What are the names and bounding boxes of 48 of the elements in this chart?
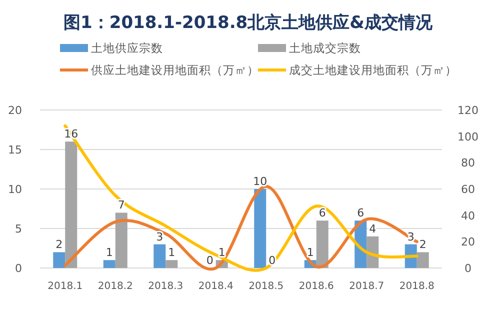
data-label: 6 <box>318 206 326 220</box>
data-label: 2 <box>56 238 63 252</box>
y-tick-label: 15 <box>8 144 22 156</box>
bar <box>316 220 328 268</box>
y-tick-label: 10 <box>8 183 22 196</box>
bar <box>53 252 66 268</box>
bar <box>254 189 266 268</box>
x-tick-label: 2018.4 <box>198 281 234 292</box>
line-series <box>64 184 418 270</box>
chart-title: 图1：2018.1-2018.8北京土地供应&成交情况 <box>64 13 434 33</box>
legend-label: 供应土地建设用地面积（万㎡） <box>91 63 259 77</box>
y2-tick-label: 20 <box>461 236 475 249</box>
data-label: 1 <box>106 246 113 260</box>
bar <box>154 244 166 268</box>
x-tick-label: 2018.6 <box>298 281 334 292</box>
legend-label: 成交土地建设用地面积（万㎡） <box>289 63 457 77</box>
y2-tick-label: 100 <box>458 130 478 144</box>
data-label: 1 <box>168 246 176 260</box>
y2-tick-label: 0 <box>464 262 472 275</box>
x-tick-label: 2018.2 <box>98 281 133 292</box>
y-tick-label: 5 <box>15 222 22 236</box>
data-label: 4 <box>369 222 376 236</box>
y2-tick-label: 80 <box>461 156 475 170</box>
x-tick-label: 2018.3 <box>148 281 184 292</box>
x-tick-label: 2018.7 <box>349 281 384 292</box>
y-tick-label: 20 <box>8 104 22 117</box>
y-tick-label: 0 <box>15 262 22 275</box>
legend-label: 土地成交宗数 <box>289 41 361 55</box>
data-label: 3 <box>156 230 164 244</box>
y2-tick-label: 60 <box>461 183 475 196</box>
data-label: 1 <box>218 246 226 260</box>
bar <box>166 260 178 268</box>
y2-tick-label: 120 <box>458 104 478 117</box>
bar <box>115 212 128 268</box>
bar <box>103 260 116 268</box>
y2-tick-label: 40 <box>461 209 475 222</box>
x-tick-label: 2018.8 <box>399 281 434 292</box>
x-tick-label: 2018.5 <box>248 281 284 292</box>
data-label: 10 <box>253 175 268 188</box>
legend-label: 土地供应宗数 <box>91 41 163 55</box>
bar <box>65 142 78 268</box>
x-tick-label: 2018.1 <box>48 281 83 292</box>
data-label: 7 <box>118 198 125 212</box>
data-label: 6 <box>357 206 364 220</box>
data-label: 2 <box>419 238 426 252</box>
bar <box>416 252 429 268</box>
data-label: 0 <box>206 254 214 267</box>
data-label: 1 <box>306 246 314 260</box>
